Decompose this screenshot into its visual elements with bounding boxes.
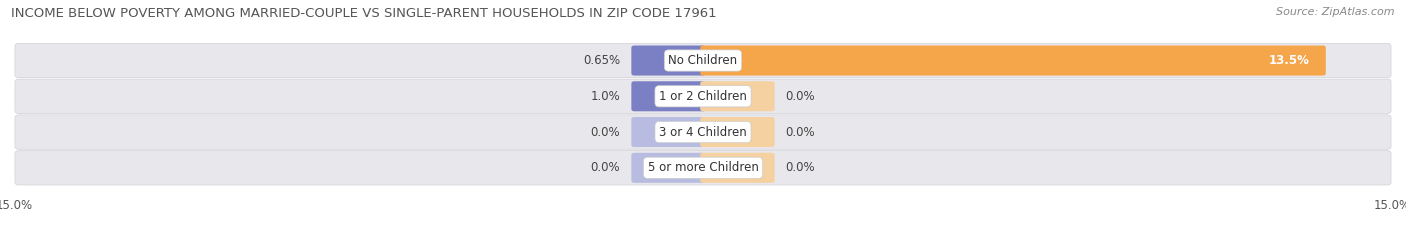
FancyBboxPatch shape (700, 153, 775, 183)
Text: 3 or 4 Children: 3 or 4 Children (659, 126, 747, 139)
Text: 0.0%: 0.0% (786, 90, 815, 103)
Text: 0.0%: 0.0% (786, 126, 815, 139)
Text: 1.0%: 1.0% (591, 90, 620, 103)
FancyBboxPatch shape (631, 117, 706, 147)
Text: 0.0%: 0.0% (786, 161, 815, 174)
Text: Source: ZipAtlas.com: Source: ZipAtlas.com (1277, 7, 1395, 17)
Text: 0.65%: 0.65% (583, 54, 620, 67)
Text: INCOME BELOW POVERTY AMONG MARRIED-COUPLE VS SINGLE-PARENT HOUSEHOLDS IN ZIP COD: INCOME BELOW POVERTY AMONG MARRIED-COUPL… (11, 7, 717, 20)
Text: 13.5%: 13.5% (1268, 54, 1309, 67)
Text: 0.0%: 0.0% (591, 161, 620, 174)
Text: 0.0%: 0.0% (591, 126, 620, 139)
FancyBboxPatch shape (631, 81, 706, 111)
Text: No Children: No Children (668, 54, 738, 67)
FancyBboxPatch shape (631, 45, 706, 75)
FancyBboxPatch shape (700, 81, 775, 111)
Text: 5 or more Children: 5 or more Children (648, 161, 758, 174)
FancyBboxPatch shape (700, 45, 1326, 75)
FancyBboxPatch shape (15, 115, 1391, 149)
Text: 1 or 2 Children: 1 or 2 Children (659, 90, 747, 103)
FancyBboxPatch shape (15, 151, 1391, 185)
FancyBboxPatch shape (700, 117, 775, 147)
FancyBboxPatch shape (631, 153, 706, 183)
FancyBboxPatch shape (15, 79, 1391, 113)
FancyBboxPatch shape (15, 43, 1391, 78)
